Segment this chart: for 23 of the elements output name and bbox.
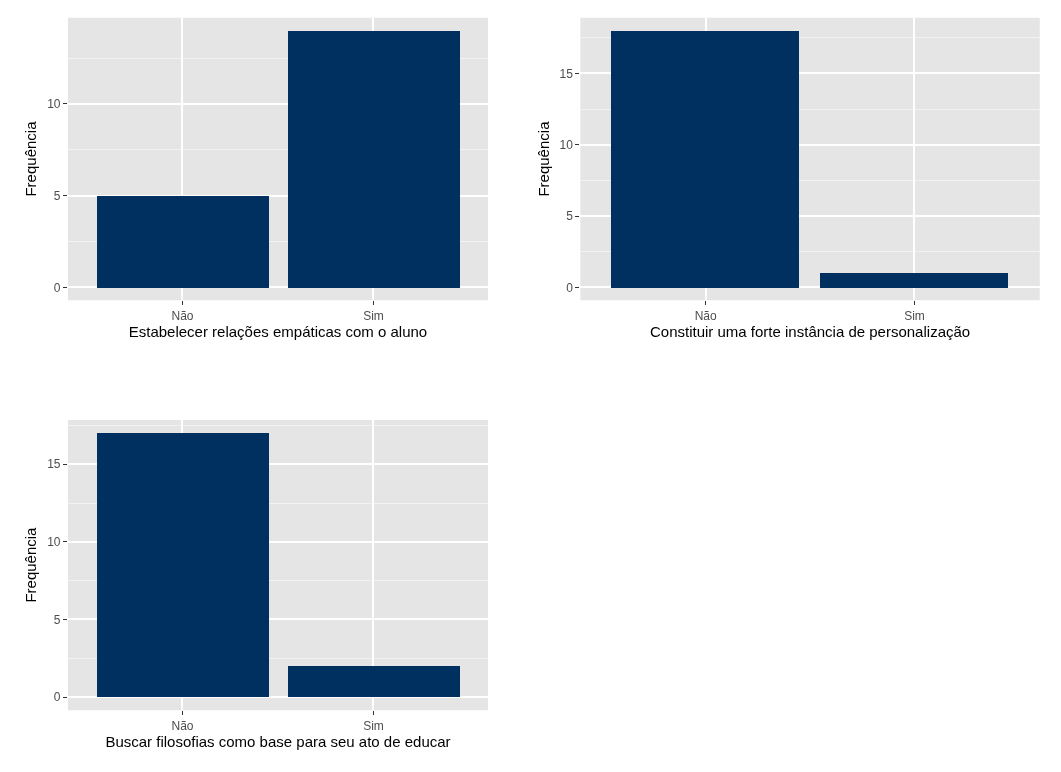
x-tick-label: Sim [363,718,384,733]
y-tick-label: 10 [47,535,61,550]
x-tick-label: Não [694,308,717,323]
y-tick-label: 0 [566,280,574,295]
y-tick-label: 5 [53,188,61,203]
x-tick-label: Sim [904,308,925,323]
x-tick-label: Não [171,718,194,733]
y-tick-label: 0 [53,690,61,705]
y-tick-label: 10 [47,97,61,112]
y-tick-label: 5 [566,209,574,224]
x-axis-title: Constituir uma forte instância de personalização [649,322,971,340]
y-tick-label: 0 [53,280,61,295]
x-axis-title: Estabelecer relações empáticas com o aluno [128,322,428,340]
y-axis-title: Frequência [22,526,40,603]
x-axis-title: Buscar filosofias como base para seu ato de educar [105,732,451,750]
y-axis-title: Frequência [22,120,40,197]
y-tick-label: 15 [47,457,61,472]
y-tick-label: 5 [53,612,61,627]
y-tick-label: 10 [559,137,574,152]
x-tick-label: Não [171,308,194,323]
x-tick-label: Sim [363,308,384,323]
y-axis-title: Frequência [534,120,552,197]
y-tick-label: 15 [559,66,574,81]
